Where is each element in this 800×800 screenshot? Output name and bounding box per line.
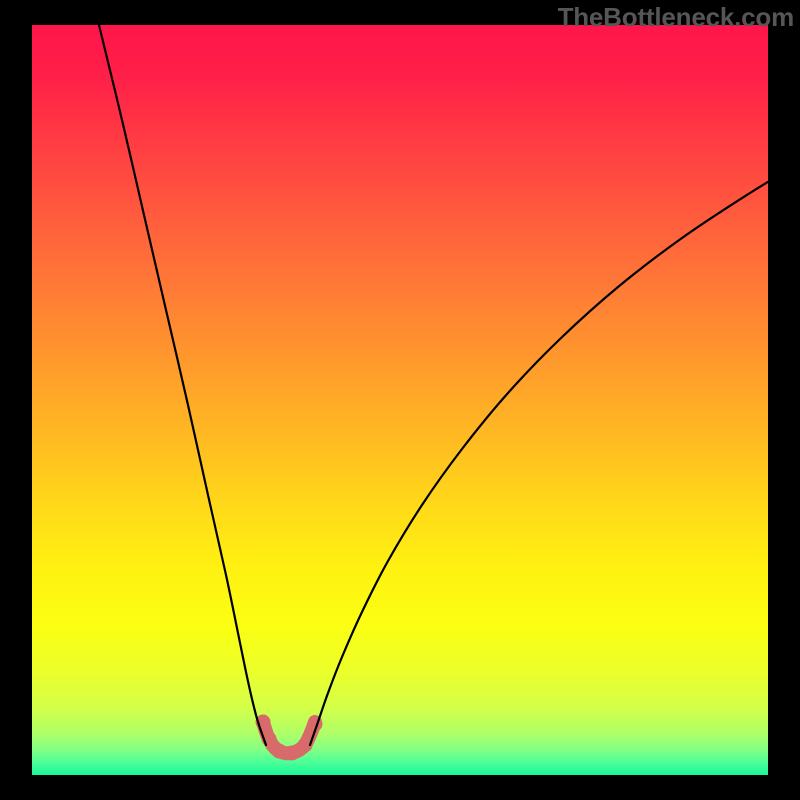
valley-marker-dot	[272, 744, 287, 759]
curve-left-branch	[99, 25, 266, 745]
watermark-text: TheBottleneck.com	[558, 2, 794, 33]
valley-marker-dot	[285, 746, 300, 761]
curve-right-branch	[310, 163, 768, 745]
chart-svg	[32, 25, 768, 775]
